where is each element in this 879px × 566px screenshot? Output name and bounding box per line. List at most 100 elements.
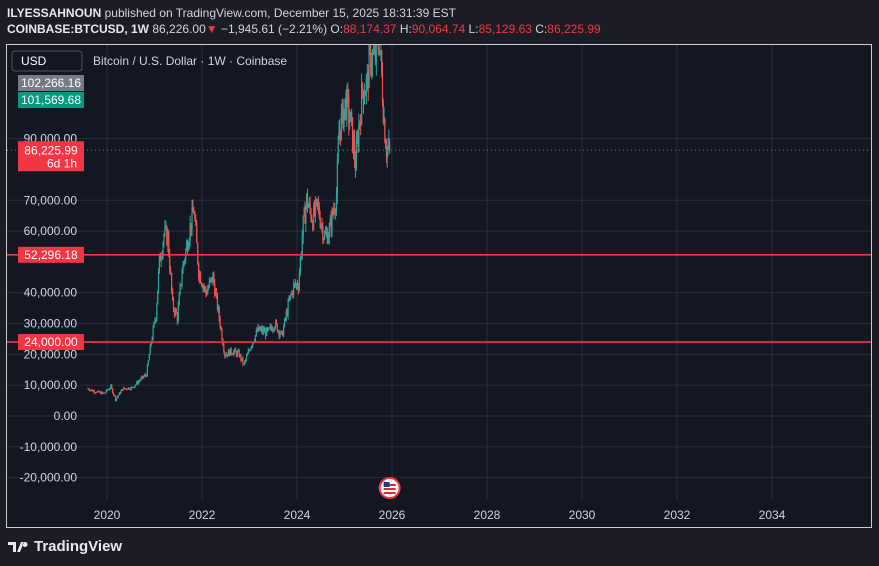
- candle-body: [191, 207, 193, 230]
- candle-body: [265, 329, 267, 336]
- candle-body: [230, 348, 232, 354]
- candle-body: [302, 215, 304, 238]
- candle-body: [243, 363, 245, 365]
- candle-body: [381, 50, 383, 74]
- candle-body: [144, 374, 147, 376]
- candle-body: [272, 329, 274, 332]
- candle-body: [227, 350, 230, 356]
- candle-body: [224, 351, 226, 357]
- candle-body: [114, 394, 116, 396]
- currency-button[interactable]: [11, 50, 83, 72]
- y-axis-tick-label: 10,000.00: [24, 378, 78, 392]
- candle-body: [175, 309, 177, 314]
- candle-body: [258, 325, 260, 331]
- candle-body: [282, 331, 284, 336]
- candle-body: [148, 354, 150, 361]
- candle-body: [365, 77, 367, 94]
- candle-body: [136, 381, 138, 385]
- candle-body: [87, 388, 89, 390]
- candle-body: [276, 323, 279, 332]
- candle-body: [237, 350, 239, 352]
- candle-body: [264, 329, 266, 333]
- y-axis-tick-label: -20,000.00: [20, 471, 78, 485]
- candle-body: [320, 225, 322, 227]
- candle-body: [328, 226, 330, 238]
- chart-background[interactable]: [7, 45, 871, 527]
- candle-body: [347, 89, 349, 97]
- ohlc-line: COINBASE:BTCUSD, 1W 86,226.00▼ −1,945.61…: [7, 21, 601, 37]
- candle-body: [236, 351, 238, 356]
- candle-body: [209, 279, 211, 281]
- symbol-label: COINBASE:BTCUSD, 1W: [7, 22, 150, 36]
- candle-body: [296, 283, 299, 288]
- candle-body: [226, 354, 229, 356]
- price-change: −1,945.61 (−2.21%): [220, 22, 328, 36]
- candle-body: [285, 311, 287, 319]
- candle-body: [278, 330, 280, 336]
- candle-body: [332, 210, 334, 214]
- candle-body: [221, 328, 223, 340]
- candle-body: [165, 226, 167, 228]
- candle-body: [104, 392, 107, 394]
- candle-body: [129, 389, 131, 391]
- candle-body: [375, 45, 377, 62]
- candle-body: [206, 293, 208, 295]
- candle-body: [324, 234, 326, 239]
- candle-body: [123, 387, 126, 389]
- candle-body: [88, 388, 90, 390]
- candle-body: [91, 389, 94, 392]
- candle-body: [107, 389, 109, 391]
- candle-body: [356, 137, 358, 142]
- candle-body: [162, 242, 164, 255]
- candle-body: [306, 194, 309, 208]
- candle-body: [133, 387, 135, 389]
- candle-body: [307, 205, 309, 208]
- candle-body: [183, 261, 185, 265]
- candle-body: [157, 271, 160, 291]
- close-value: 86,225.99: [547, 22, 601, 36]
- chart-header: ILYESSAHNOUN published on TradingView.co…: [7, 5, 601, 37]
- candle-body: [348, 96, 350, 123]
- y-axis-tick-label: 0.00: [54, 409, 78, 423]
- candle-body: [245, 355, 248, 360]
- candle-body: [213, 273, 215, 284]
- candle-body: [208, 280, 211, 287]
- candle-body: [159, 254, 161, 262]
- candle-body: [94, 392, 96, 394]
- candle-body: [124, 388, 127, 390]
- candle-body: [167, 232, 169, 245]
- chart-frame[interactable]: 90,000.00 70,000.00 60,000.00 40,000.00 30,0…: [6, 44, 872, 528]
- candle-body: [315, 199, 318, 201]
- candle-body: [139, 380, 141, 382]
- candle-body: [318, 206, 320, 218]
- candle-body: [174, 309, 176, 315]
- price-chart[interactable]: 90,000.0070,000.0060,000.0040,000.0030,0…: [7, 45, 871, 527]
- publisher-name[interactable]: ILYESSAHNOUN: [7, 6, 102, 20]
- candle-body: [100, 391, 102, 395]
- candle-body: [339, 129, 341, 133]
- candle-body: [379, 50, 381, 53]
- candle-body: [228, 350, 230, 356]
- candle-body: [187, 246, 189, 251]
- candle-body: [200, 282, 203, 285]
- candle-body: [280, 330, 282, 335]
- candle-body: [351, 111, 353, 118]
- candle-body: [152, 327, 154, 339]
- candle-body: [197, 243, 199, 264]
- candle-body: [336, 161, 338, 195]
- candle-body: [215, 291, 217, 296]
- candle-body: [310, 209, 312, 220]
- candle-body: [350, 111, 352, 122]
- candle-body: [171, 273, 173, 291]
- candle-body: [217, 307, 219, 310]
- candle-body: [115, 397, 118, 401]
- candle-body: [268, 327, 270, 329]
- candle-body: [114, 395, 117, 401]
- candle-body: [155, 319, 157, 321]
- candle-body: [145, 375, 148, 377]
- candle-body: [104, 392, 106, 394]
- candle-body: [364, 93, 366, 97]
- candle-body: [291, 291, 293, 295]
- candle-body: [262, 328, 264, 333]
- published-text: published on TradingView.com, December 1…: [104, 6, 456, 20]
